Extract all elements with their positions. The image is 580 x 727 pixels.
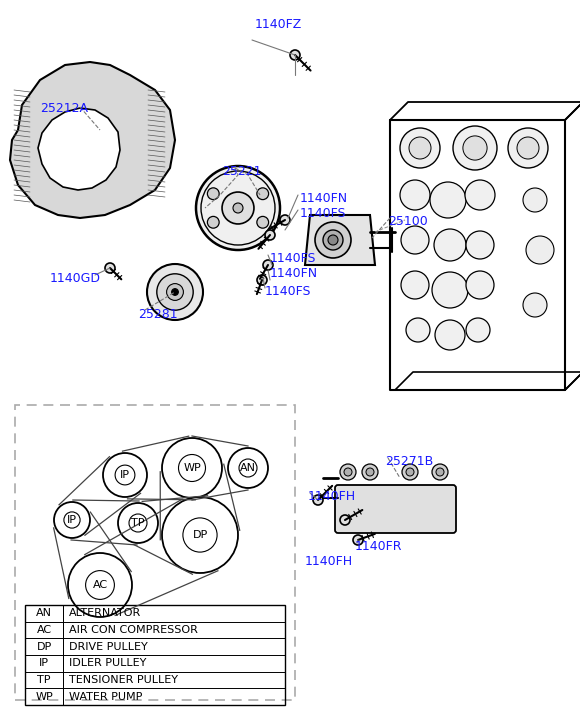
Text: IDLER PULLEY: IDLER PULLEY <box>69 659 146 668</box>
Text: IP: IP <box>120 470 130 480</box>
Circle shape <box>340 515 350 525</box>
Circle shape <box>257 275 267 285</box>
Circle shape <box>340 464 356 480</box>
Circle shape <box>463 136 487 160</box>
Text: IP: IP <box>39 659 49 668</box>
Circle shape <box>526 236 554 264</box>
Text: DRIVE PULLEY: DRIVE PULLEY <box>69 642 148 651</box>
Circle shape <box>353 535 363 545</box>
Circle shape <box>68 553 132 617</box>
Circle shape <box>466 318 490 342</box>
Text: AN: AN <box>240 463 256 473</box>
Circle shape <box>172 289 179 295</box>
Polygon shape <box>38 108 120 190</box>
Polygon shape <box>305 215 375 265</box>
Circle shape <box>222 192 254 224</box>
Circle shape <box>263 260 273 270</box>
Text: IP: IP <box>67 515 77 525</box>
Circle shape <box>147 264 203 320</box>
Circle shape <box>402 464 418 480</box>
Circle shape <box>103 453 147 497</box>
Circle shape <box>323 230 343 250</box>
Text: 25221: 25221 <box>222 165 262 178</box>
Text: 1140FS: 1140FS <box>270 252 317 265</box>
Circle shape <box>406 318 430 342</box>
Bar <box>25 605 285 705</box>
Circle shape <box>453 126 497 170</box>
Bar <box>15 405 295 700</box>
Text: DP: DP <box>193 530 208 540</box>
Circle shape <box>523 188 547 212</box>
Circle shape <box>432 464 448 480</box>
Text: AIR CON COMPRESSOR: AIR CON COMPRESSOR <box>69 625 198 635</box>
Circle shape <box>157 274 193 310</box>
Circle shape <box>434 229 466 261</box>
Circle shape <box>228 448 268 488</box>
Text: 1140FN: 1140FN <box>270 267 318 280</box>
Circle shape <box>400 180 430 210</box>
Circle shape <box>208 188 219 200</box>
Text: TP: TP <box>131 518 145 528</box>
Text: AC: AC <box>92 580 107 590</box>
Circle shape <box>466 271 494 299</box>
Circle shape <box>400 128 440 168</box>
Circle shape <box>196 166 280 250</box>
Text: 1140FR: 1140FR <box>355 540 403 553</box>
Circle shape <box>435 320 465 350</box>
Text: 1140GD: 1140GD <box>50 272 101 285</box>
Circle shape <box>265 230 275 240</box>
Circle shape <box>313 495 323 505</box>
Circle shape <box>162 438 222 498</box>
Circle shape <box>517 137 539 159</box>
Text: DP: DP <box>37 642 52 651</box>
Text: 1140FH: 1140FH <box>308 490 356 503</box>
Text: 1140FS: 1140FS <box>265 285 311 298</box>
Circle shape <box>54 502 90 538</box>
Circle shape <box>257 217 269 228</box>
Text: AN: AN <box>36 608 52 619</box>
Circle shape <box>466 231 494 259</box>
Text: 1140FS: 1140FS <box>300 207 346 220</box>
Circle shape <box>257 188 269 200</box>
Text: WP: WP <box>183 463 201 473</box>
Text: WATER PUMP: WATER PUMP <box>69 691 142 702</box>
Text: 1140FN: 1140FN <box>300 192 348 205</box>
Circle shape <box>208 217 219 228</box>
Circle shape <box>362 464 378 480</box>
Circle shape <box>166 284 183 300</box>
Circle shape <box>432 272 468 308</box>
Circle shape <box>465 180 495 210</box>
Circle shape <box>366 468 374 476</box>
Circle shape <box>315 222 351 258</box>
Circle shape <box>406 468 414 476</box>
Text: 25100: 25100 <box>388 215 428 228</box>
Circle shape <box>344 468 352 476</box>
Text: 25281: 25281 <box>138 308 177 321</box>
Circle shape <box>233 203 243 213</box>
Circle shape <box>409 137 431 159</box>
Circle shape <box>436 468 444 476</box>
Text: WP: WP <box>35 691 53 702</box>
Circle shape <box>401 271 429 299</box>
Text: 1140FH: 1140FH <box>305 555 353 568</box>
Text: TENSIONER PULLEY: TENSIONER PULLEY <box>69 675 178 685</box>
Text: 25212A: 25212A <box>40 102 88 115</box>
Text: AC: AC <box>37 625 52 635</box>
Circle shape <box>430 182 466 218</box>
Text: ALTERNATOR: ALTERNATOR <box>69 608 142 619</box>
FancyBboxPatch shape <box>335 485 456 533</box>
Text: TP: TP <box>37 675 51 685</box>
Text: 1140FZ: 1140FZ <box>255 18 302 31</box>
Circle shape <box>328 235 338 245</box>
Text: 25271B: 25271B <box>385 455 433 468</box>
Circle shape <box>118 503 158 543</box>
Circle shape <box>105 263 115 273</box>
Circle shape <box>523 293 547 317</box>
Circle shape <box>290 50 300 60</box>
Polygon shape <box>10 62 175 218</box>
Circle shape <box>508 128 548 168</box>
Circle shape <box>280 215 290 225</box>
Circle shape <box>162 497 238 573</box>
Circle shape <box>401 226 429 254</box>
